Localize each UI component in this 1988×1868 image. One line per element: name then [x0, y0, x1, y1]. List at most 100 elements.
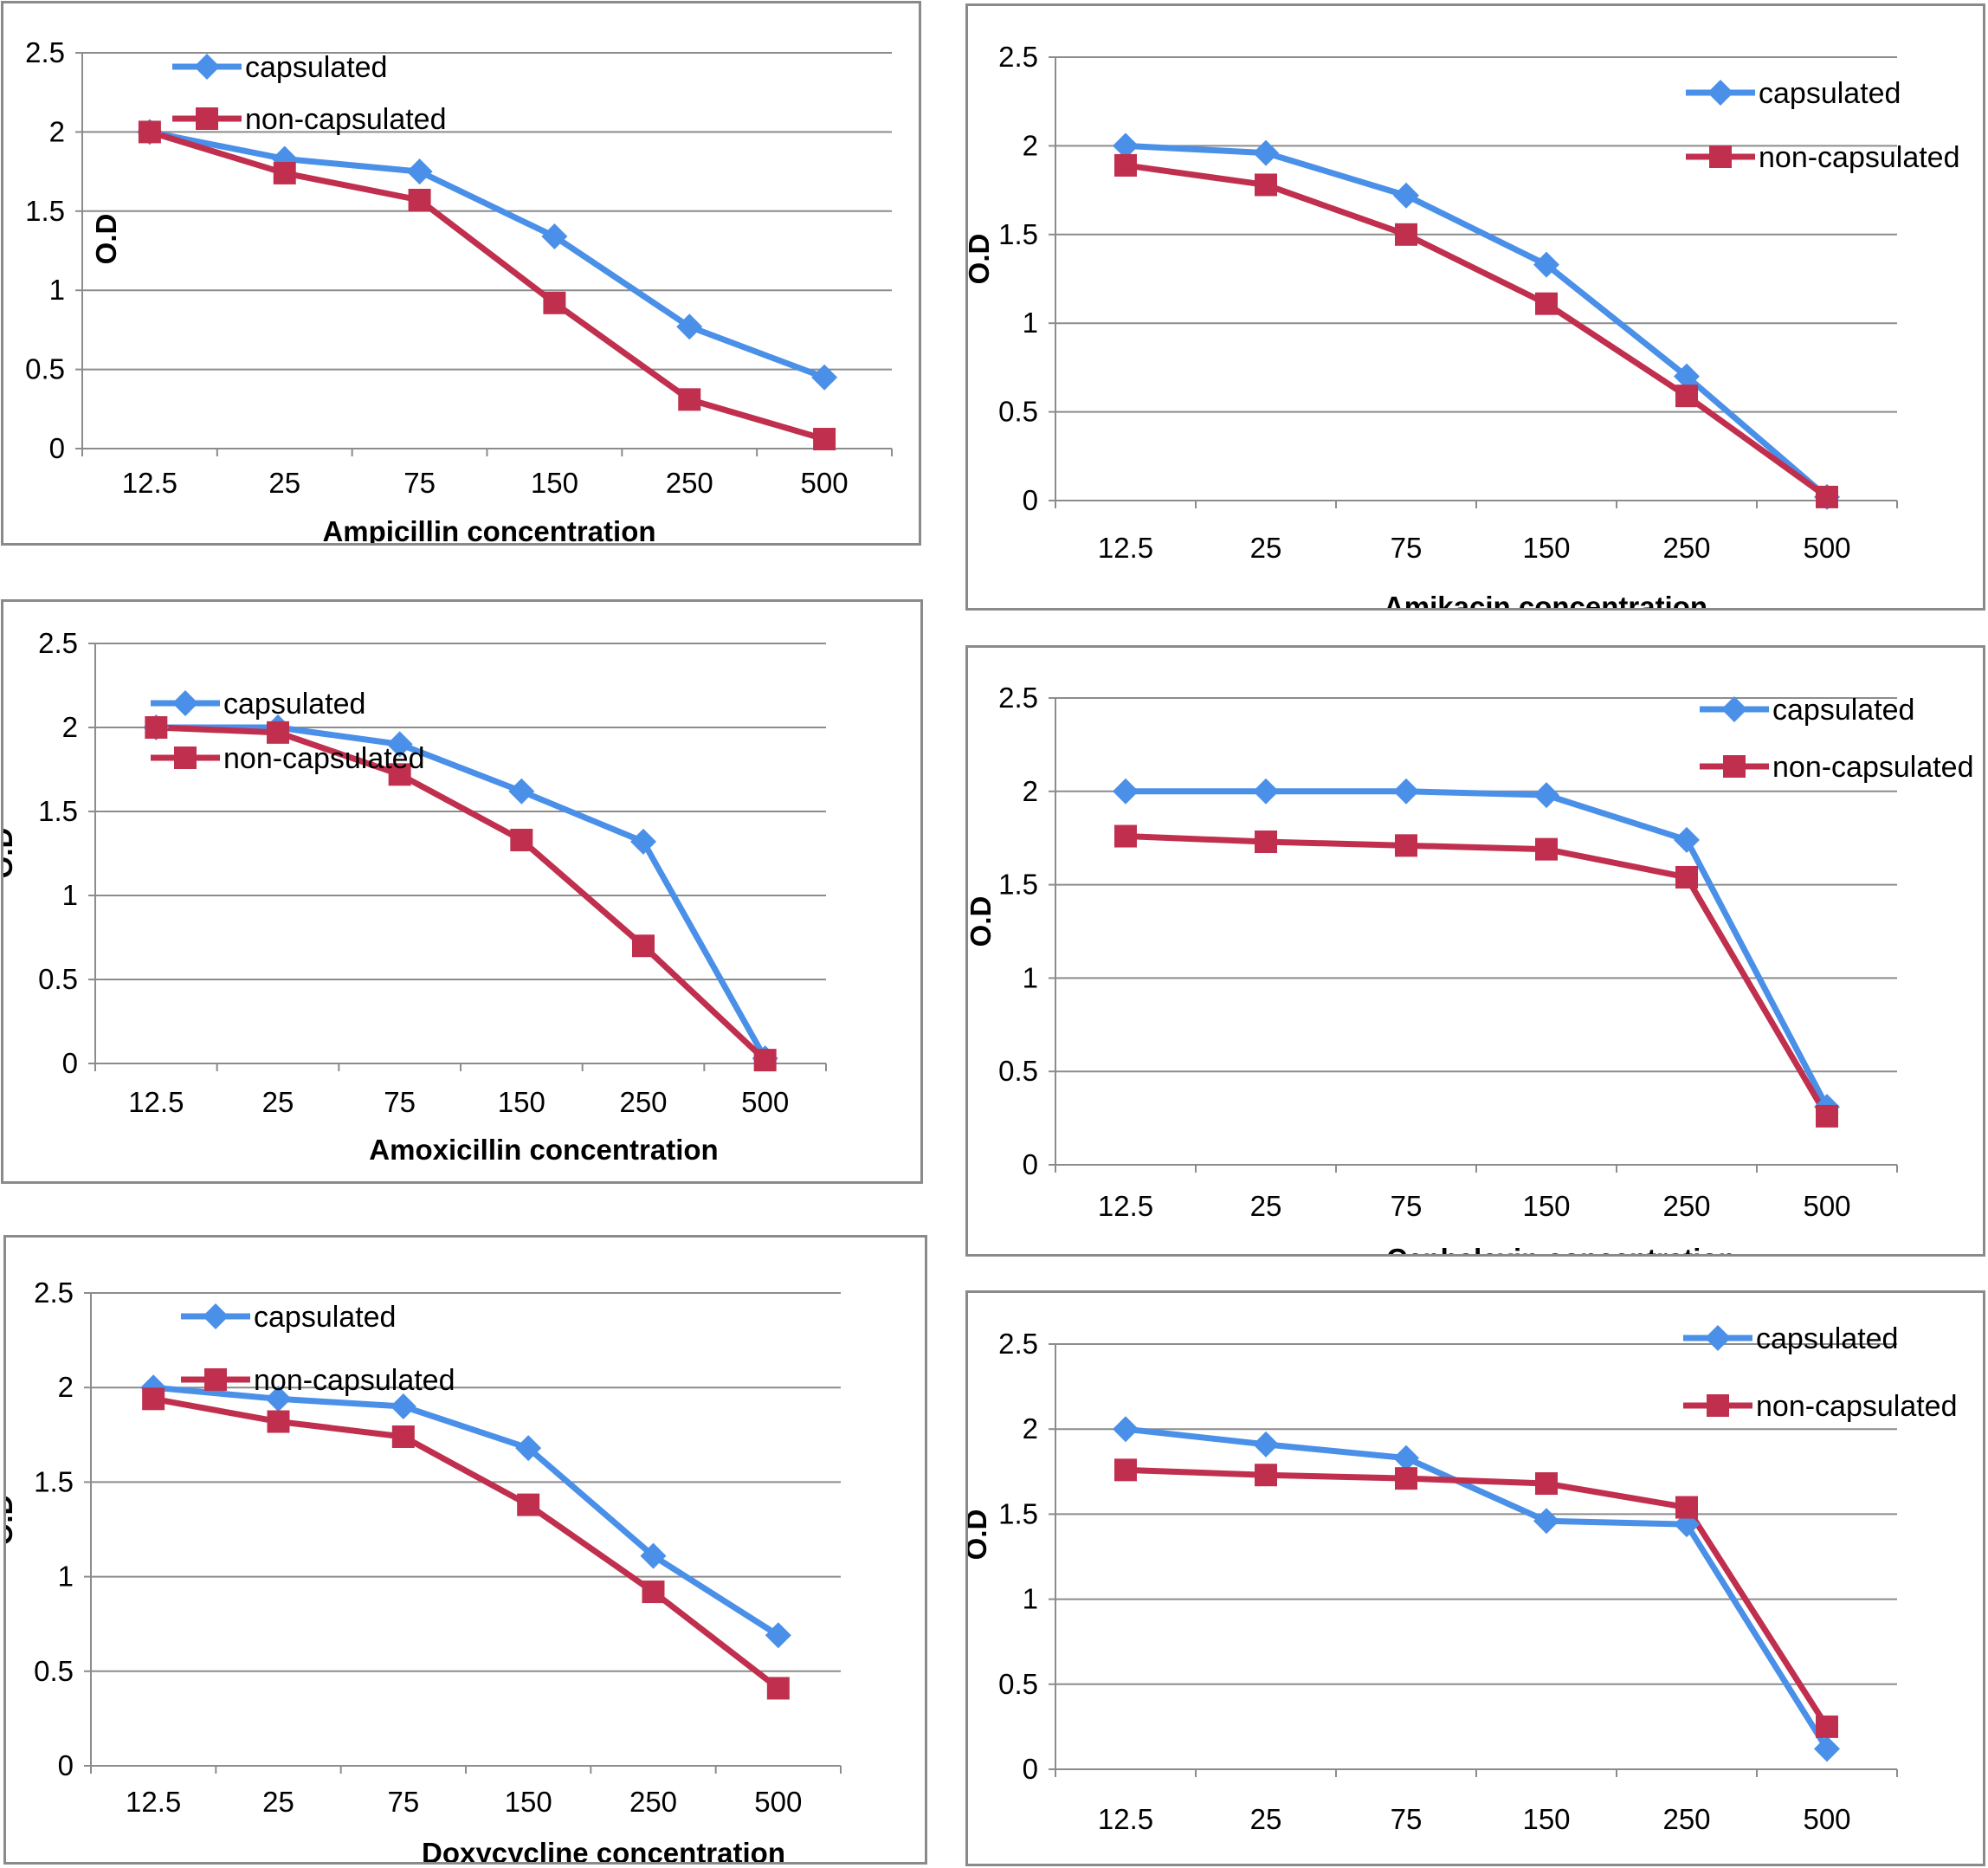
y-tick-label: 2	[1023, 129, 1038, 161]
series-line-non-capsulated	[1125, 1466, 1830, 1729]
y-tick-label: 2	[49, 115, 65, 147]
legend-label-capsulated: capsulated	[254, 1301, 396, 1334]
x-tick-label: 25	[1250, 532, 1282, 564]
chart-svg: 0 0.5 1 1.5 2 2.5 12.5 25 75 150 250 500 Cephalexin …	[968, 682, 1974, 1254]
x-tick-label: 500	[801, 467, 849, 499]
x-tick-label: 12.5	[126, 1786, 181, 1818]
data-point-capsulated	[1674, 1511, 1700, 1538]
data-point-non-capsulated	[642, 1580, 665, 1604]
x-tick-label: 500	[1803, 1803, 1850, 1835]
chart-svg: 0 0.5 1 1.5 2 2.5 12.5 25 75 150 250 500 Ampicillin …	[25, 36, 893, 543]
data-point-capsulated	[265, 1386, 292, 1412]
x-tick-label: 12.5	[128, 1086, 184, 1118]
data-point-capsulated	[765, 1622, 791, 1649]
chart-svg: 0 0.5 1 1.5 2 2.5 12.5 25 75 150 250 500 Doxycycline…	[6, 1277, 842, 1862]
x-tick-label: 25	[262, 1086, 294, 1118]
x-axis-title: Amikacin concentration	[1384, 591, 1707, 608]
legend-marker-capsulated	[194, 54, 220, 80]
legend-label-non-capsulated: non-capsulated	[1756, 1390, 1958, 1423]
legend-label-capsulated: capsulated	[1759, 77, 1901, 110]
x-tick-label: 250	[1662, 1803, 1710, 1835]
x-tick-label: 25	[1250, 1190, 1282, 1222]
x-tick-label: 25	[262, 1786, 294, 1818]
chart-panel-naldixic-acid: 0 0.5 1 1.5 2 2.5 12.5 25 75 150 250 500 Naldixic ac…	[965, 1290, 1985, 1866]
data-point-non-capsulated	[1395, 1467, 1417, 1490]
data-point-non-capsulated	[1675, 865, 1698, 889]
data-point-non-capsulated	[1816, 485, 1838, 508]
x-tick-label: 250	[629, 1786, 677, 1818]
data-point-capsulated	[541, 223, 568, 250]
y-axis-title: O.D	[968, 896, 997, 947]
data-point-non-capsulated	[267, 1410, 290, 1433]
data-point-capsulated	[1253, 1431, 1279, 1458]
y-tick-label: 2.5	[25, 36, 65, 68]
data-point-capsulated	[1674, 363, 1700, 390]
legend-label-capsulated: capsulated	[1772, 694, 1914, 727]
x-tick-label: 150	[505, 1786, 552, 1818]
data-point-non-capsulated	[1535, 292, 1558, 315]
data-point-non-capsulated	[1114, 153, 1137, 177]
series-line-capsulated	[149, 128, 826, 381]
data-point-non-capsulated	[1255, 1464, 1277, 1487]
y-tick-label: 1.5	[34, 1465, 74, 1497]
y-tick-label: 1.5	[38, 795, 78, 827]
chart-panel-cephalexin: 0 0.5 1 1.5 2 2.5 12.5 25 75 150 250 500 Cephalexin …	[965, 645, 1985, 1257]
data-point-non-capsulated	[753, 1049, 777, 1072]
data-point-non-capsulated	[391, 1425, 415, 1448]
legend-label-non-capsulated: non-capsulated	[1759, 141, 1960, 174]
y-tick-label: 0	[1023, 1148, 1038, 1180]
data-point-non-capsulated	[388, 763, 411, 786]
series-line-non-capsulated	[148, 129, 826, 443]
y-tick-label: 1	[58, 1561, 74, 1593]
y-axis-title: O.D	[968, 234, 995, 285]
y-tick-label: 2.5	[998, 1328, 1038, 1360]
data-point-non-capsulated	[510, 828, 533, 851]
y-tick-label: 2.5	[998, 41, 1038, 73]
data-point-non-capsulated	[267, 721, 289, 744]
y-tick-label: 0	[1023, 484, 1038, 516]
x-tick-label: 75	[1391, 1803, 1423, 1835]
y-axis-title: O.D	[90, 214, 122, 265]
y-tick-label: 2	[1023, 1412, 1038, 1445]
x-tick-label: 12.5	[122, 467, 178, 499]
y-tick-label: 1	[49, 274, 65, 306]
y-tick-label: 0.5	[998, 396, 1038, 428]
legend-label-capsulated: capsulated	[223, 688, 365, 721]
legend-label-non-capsulated: non-capsulated	[254, 1364, 455, 1397]
x-tick-label: 150	[531, 467, 578, 499]
x-tick-label: 75	[384, 1086, 416, 1118]
series-line-non-capsulated	[1125, 833, 1830, 1118]
y-tick-label: 1.5	[998, 218, 1038, 250]
data-point-capsulated	[1393, 1445, 1419, 1471]
legend-marker-non-capsulated	[1707, 1394, 1729, 1417]
data-point-capsulated	[1533, 251, 1559, 278]
x-tick-label: 150	[1522, 1190, 1570, 1222]
data-point-capsulated	[630, 828, 656, 855]
x-tick-label: 500	[741, 1086, 789, 1118]
data-point-non-capsulated	[1255, 831, 1277, 854]
x-axis-title: Doxycycline concentration	[422, 1837, 785, 1862]
x-tick-label: 12.5	[1098, 532, 1153, 564]
data-point-non-capsulated	[1816, 1104, 1838, 1128]
data-point-capsulated	[1393, 778, 1419, 805]
x-tick-label: 250	[1662, 532, 1710, 564]
series-line-capsulated	[1125, 142, 1830, 500]
y-tick-label: 1	[1023, 307, 1038, 339]
data-point-capsulated	[676, 313, 703, 340]
legend-marker-capsulated	[1705, 1325, 1731, 1351]
series-line-capsulated	[152, 1384, 780, 1639]
y-tick-label: 1	[1023, 1583, 1038, 1615]
data-point-non-capsulated	[1114, 1458, 1137, 1482]
data-point-non-capsulated	[138, 120, 161, 144]
data-point-capsulated	[1253, 778, 1279, 805]
legend-marker-non-capsulated	[1723, 755, 1746, 778]
legend-label-capsulated: capsulated	[1756, 1322, 1898, 1355]
data-point-non-capsulated	[517, 1493, 540, 1516]
data-point-non-capsulated	[678, 388, 701, 411]
chart-svg: 0 0.5 1 1.5 2 2.5 12.5 25 75 150 250 500 Amoxicillin…	[3, 627, 827, 1166]
x-tick-label: 250	[619, 1086, 667, 1118]
legend-marker-non-capsulated	[196, 107, 218, 130]
data-point-capsulated	[640, 1542, 667, 1569]
y-tick-label: 1	[62, 879, 78, 911]
y-axis-title: O.D	[6, 1495, 18, 1546]
